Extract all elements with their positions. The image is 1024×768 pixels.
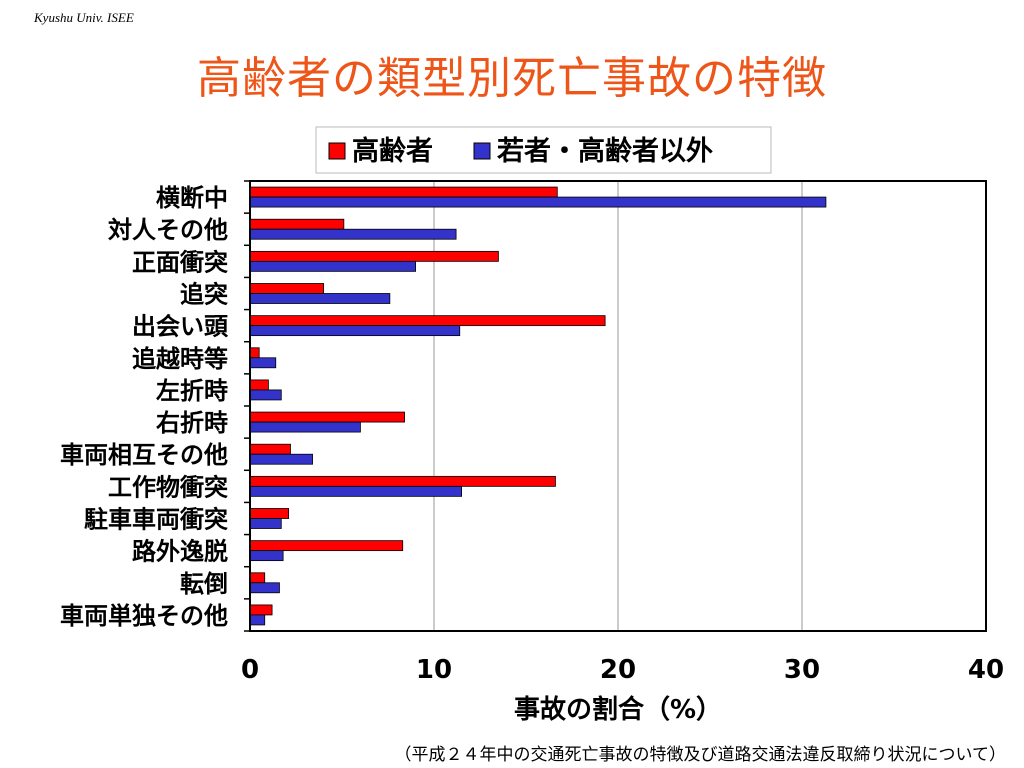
legend-swatch xyxy=(473,142,491,160)
bar-others xyxy=(249,389,282,401)
bar-elderly xyxy=(249,250,499,262)
legend-item-others: 若者・高齢者以外 xyxy=(473,135,713,167)
bar-others xyxy=(249,421,361,433)
bar-elderly xyxy=(249,475,556,487)
category-label: 転倒 xyxy=(180,570,228,598)
x-tick-label: 40 xyxy=(968,655,1004,685)
bar-others xyxy=(249,260,417,272)
bar-elderly xyxy=(249,379,269,391)
legend-label: 高齢者 xyxy=(352,135,433,167)
bar-elderly xyxy=(249,540,404,552)
category-label: 出会い頭 xyxy=(132,313,229,341)
bar-elderly xyxy=(249,604,273,616)
bar-others xyxy=(249,485,463,497)
bar-elderly xyxy=(249,283,324,294)
category-label: 路外逸脱 xyxy=(132,538,228,566)
bar-others xyxy=(249,550,284,562)
category-label: 車両単独その他 xyxy=(60,602,228,630)
category-labels: 横断中対人その他正面衝突追突出会い頭追越時等左折時右折時車両相互その他工作物衝突… xyxy=(60,184,229,630)
x-axis-title: 事故の割合（%） xyxy=(514,694,722,725)
bar-others xyxy=(249,228,457,240)
bar-elderly xyxy=(249,411,405,423)
x-tick-labels: 0 10 20 30 40 xyxy=(241,655,1004,685)
legend-box xyxy=(315,126,772,174)
x-tick-label: 0 xyxy=(241,655,259,685)
legend-swatch xyxy=(328,142,346,160)
bar-elderly xyxy=(249,508,290,519)
category-label: 横断中 xyxy=(156,184,228,212)
slide-title: 高齢者の類型別死亡事故の特徴 xyxy=(197,53,827,104)
legend-label: 若者・高齢者以外 xyxy=(497,135,713,167)
bar-others xyxy=(249,582,280,594)
bar-others xyxy=(249,325,461,337)
bar-others xyxy=(249,196,827,208)
category-label: 左折時 xyxy=(156,377,228,405)
category-label: 追突 xyxy=(180,281,228,309)
category-label: 追越時等 xyxy=(132,345,228,373)
x-tick-label: 10 xyxy=(416,655,452,685)
bar-others xyxy=(249,614,266,626)
bar-elderly xyxy=(249,315,606,327)
bar-elderly xyxy=(249,572,266,584)
bar-elderly xyxy=(249,218,345,230)
bar-elderly xyxy=(249,443,291,455)
source-footnote: （平成２４年中の交通死亡事故の特徴及び道路交通法違反取締り状況について） xyxy=(394,745,1007,765)
category-label: 対人その他 xyxy=(108,216,228,244)
x-tick-label: 30 xyxy=(784,655,820,685)
category-label: 右折時 xyxy=(156,409,228,437)
legend: 高齢者 若者・高齢者以外 xyxy=(315,126,772,174)
bar-elderly xyxy=(249,186,558,198)
category-label: 駐車車両衝突 xyxy=(84,506,228,534)
category-label: 正面衝突 xyxy=(132,248,228,276)
x-tick-label: 20 xyxy=(600,655,636,685)
category-label: 車両相互その他 xyxy=(60,441,228,469)
bar-others xyxy=(249,357,277,369)
header-org-text: Kyushu Univ. ISEE xyxy=(34,10,134,25)
y-axis-ticks xyxy=(244,180,250,632)
bar-others xyxy=(249,293,391,304)
legend-item-elderly: 高齢者 xyxy=(328,135,433,167)
category-label: 工作物衝突 xyxy=(108,473,228,501)
bar-elderly xyxy=(249,347,260,359)
bar-others xyxy=(249,518,282,529)
bar-others xyxy=(249,453,313,465)
